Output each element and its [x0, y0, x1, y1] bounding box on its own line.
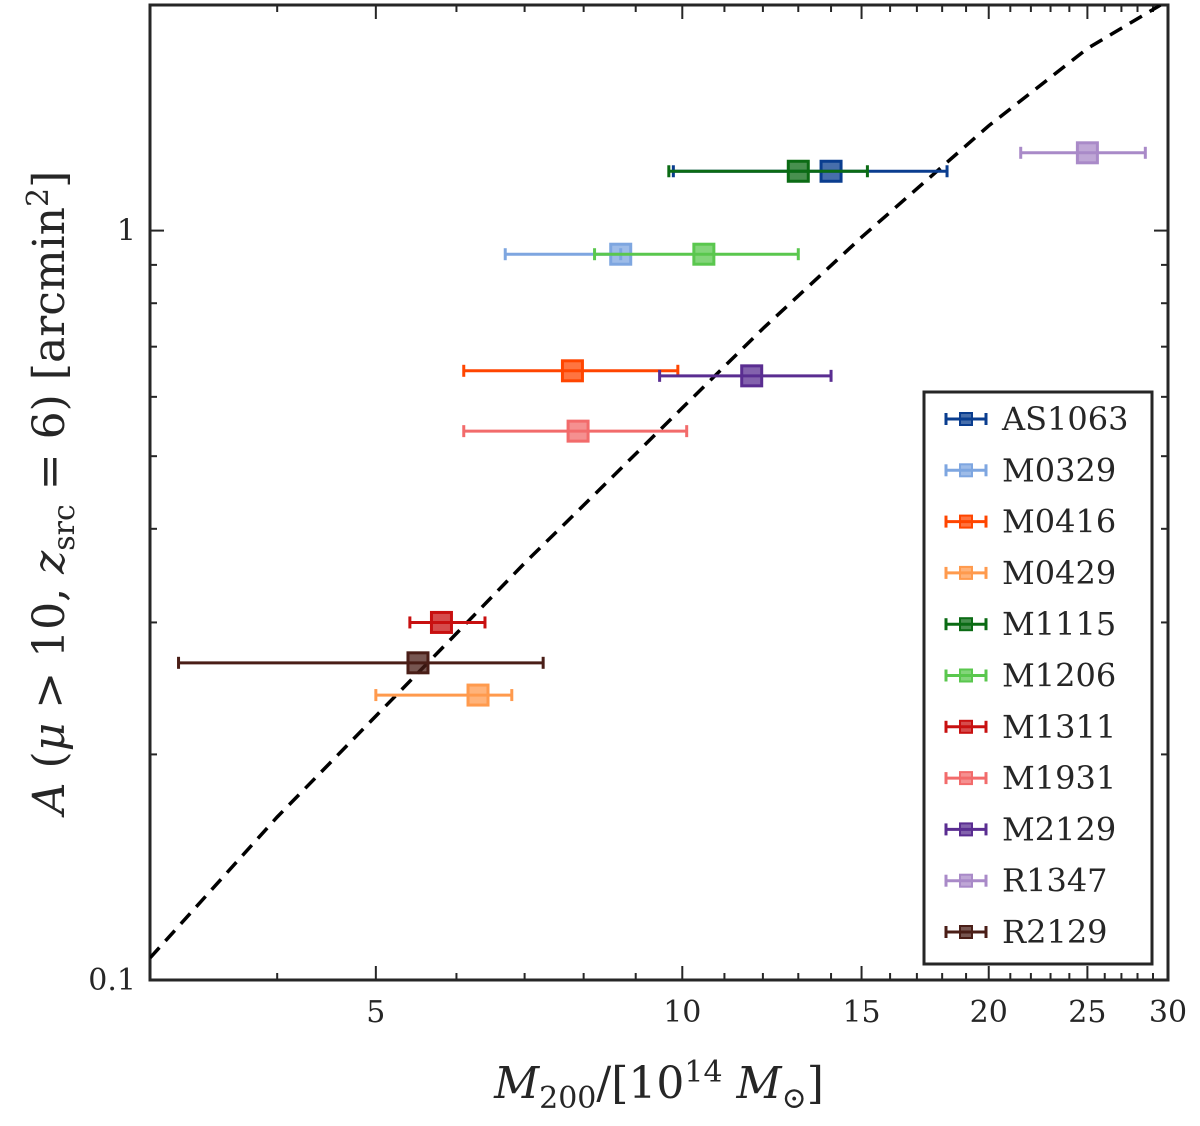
marker-square	[406, 651, 430, 675]
x-tick-label: 30	[1149, 995, 1187, 1030]
data-point-m1115	[667, 159, 869, 183]
legend-item-r1347: R1347	[944, 862, 1108, 900]
marker-square	[560, 359, 584, 383]
axis-labels-layer: M200/[1014 M⊙] A (μ > 10, zsrc = 6) [arcm…	[21, 171, 824, 1116]
x-axis-label: M200/[1014 M⊙]	[493, 1055, 824, 1116]
data-point-r2129	[177, 651, 545, 675]
legend-label: M0416	[1002, 503, 1116, 541]
data-point-m1931	[462, 419, 689, 443]
x-tick-label: 25	[1068, 995, 1106, 1030]
legend-item-m0429: M0429	[944, 554, 1116, 592]
legend-marker	[959, 771, 973, 786]
data-point-m1206	[593, 242, 800, 266]
legend-label: M1311	[1002, 708, 1116, 746]
legend-marker	[959, 617, 973, 632]
x-tick-label: 10	[663, 995, 701, 1030]
legend-item-m1206: M1206	[944, 657, 1116, 695]
legend-item-m2129: M2129	[944, 810, 1116, 848]
x-tick-label: 15	[842, 995, 880, 1030]
plot-frame	[148, 3, 1170, 982]
legend-label: M1115	[1002, 605, 1116, 643]
axis-ticks-layer: 5 10 15 20 25 30 0.1 1	[88, 4, 1187, 1030]
legend-label: M0429	[1002, 554, 1116, 592]
marker-square	[1075, 141, 1099, 165]
legend-label: M1931	[1002, 759, 1116, 797]
data-point-m2129	[658, 364, 833, 388]
legend-label: M1206	[1002, 657, 1116, 695]
legend-marker	[959, 412, 973, 426]
marker-square	[740, 364, 764, 388]
marker-square	[429, 610, 453, 634]
legend-marker	[959, 565, 973, 580]
fit-curve-layer	[150, 5, 1162, 960]
y-axis-label: A (μ > 10, zsrc = 6) [arcmin2]	[21, 171, 82, 819]
legend-label: M2129	[1002, 810, 1116, 848]
legend-marker	[959, 822, 973, 837]
legend-label: R1347	[1002, 862, 1108, 900]
legend-label: R2129	[1002, 913, 1108, 951]
x-tick-label: 5	[366, 995, 385, 1030]
legend: AS1063 M0329 M0416 M0429 M1115 M1206 M1311 M193…	[922, 390, 1154, 966]
plot-frame-layer	[148, 3, 1170, 982]
x-tick-label: 20	[970, 995, 1008, 1030]
marker-square	[786, 159, 810, 183]
legend-marker	[959, 463, 973, 478]
marker-square	[692, 242, 716, 266]
marker-square	[466, 683, 490, 707]
legend-item-m1115: M1115	[944, 605, 1116, 643]
legend-marker	[959, 668, 973, 683]
data-point-m0416	[462, 359, 680, 383]
data-points-layer	[177, 141, 1147, 707]
legend-item-m1311: M1311	[944, 708, 1116, 746]
legend-marker	[959, 514, 973, 529]
y-tick-label: 1	[117, 214, 136, 249]
legend-marker	[959, 925, 973, 939]
fit-curve-dashed	[150, 5, 1162, 960]
legend-marker	[959, 719, 973, 734]
data-point-m0429	[374, 683, 514, 707]
legend-item-as1063: AS1063	[944, 400, 1128, 438]
legend-item-m0416: M0416	[944, 503, 1116, 541]
y-tick-label: 0.1	[88, 963, 136, 998]
legend-item-m1931: M1931	[944, 759, 1116, 797]
marker-square	[566, 419, 590, 443]
legend-marker	[959, 873, 973, 888]
legend-item-r2129: R2129	[944, 913, 1108, 951]
data-point-m1311	[408, 610, 487, 634]
data-point-r1347	[1019, 141, 1147, 165]
legend-label: AS1063	[1001, 400, 1128, 438]
legend-item-m0329: M0329	[944, 451, 1116, 489]
legend-label: M0329	[1002, 451, 1116, 489]
